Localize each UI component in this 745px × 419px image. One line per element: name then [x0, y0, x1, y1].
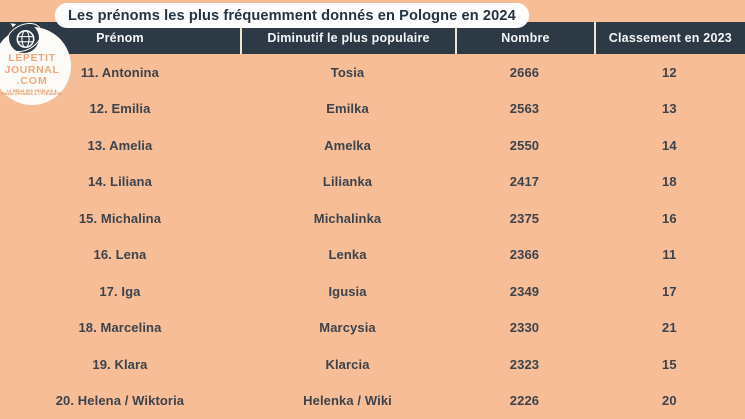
cell-classement: 13	[662, 101, 677, 117]
table-row: 15. Michalina Michalinka 2375 16	[0, 200, 745, 237]
cell-diminutif: Lenka	[328, 247, 367, 263]
cell-prenom: 12. Emilia	[89, 101, 151, 117]
cell-nombre: 2417	[509, 174, 540, 190]
table-row: 11. Antonina Tosia 2666 12	[0, 54, 745, 91]
cell-classement: 12	[662, 64, 677, 80]
table-row: 13. Amelia Amelka 2550 14	[0, 127, 745, 164]
logo-line-com: .COM	[16, 75, 48, 87]
table-row: 16. Lena Lenka 2366 11	[0, 237, 745, 274]
cell-nombre: 2666	[509, 64, 540, 80]
globe-plane-icon	[6, 22, 42, 53]
cell-prenom: 16. Lena	[93, 247, 147, 263]
page-title: Les prénoms les plus fréquemment donnés …	[68, 7, 516, 24]
logo-line-lepetit: LEPETIT	[8, 52, 56, 64]
cell-classement: 21	[662, 320, 677, 336]
cell-prenom: 17. Iga	[99, 283, 141, 299]
logo-tagline: LE MÉDIA DES FRANÇAIS & FRANCOPHONES À L…	[2, 88, 62, 97]
cell-diminutif: Tosia	[330, 64, 365, 80]
cell-prenom: 18. Marcelina	[78, 320, 162, 336]
cell-diminutif: Igusia	[328, 283, 367, 299]
cell-classement: 16	[662, 210, 677, 226]
cell-nombre: 2323	[509, 356, 540, 372]
cell-diminutif: Helenka / Wiki	[303, 393, 392, 409]
table-row: 19. Klara Klarcia 2323 15	[0, 346, 745, 383]
cell-classement: 17	[662, 283, 677, 299]
cell-diminutif: Michalinka	[313, 210, 382, 226]
cell-prenom: 11. Antonina	[80, 64, 159, 80]
cell-diminutif: Emilka	[326, 101, 369, 117]
column-header-prenom: Prénom	[96, 31, 144, 45]
cell-nombre: 2550	[509, 137, 540, 153]
cell-diminutif: Amelka	[324, 137, 371, 153]
title-banner: Les prénoms les plus fréquemment donnés …	[55, 3, 529, 28]
cell-prenom: 13. Amelia	[87, 137, 153, 153]
cell-prenom: 15. Michalina	[78, 210, 162, 226]
cell-classement: 20	[662, 393, 677, 409]
cell-diminutif: Lilianka	[322, 174, 373, 190]
cell-nombre: 2226	[509, 393, 540, 409]
table-row: 18. Marcelina Marcysia 2330 21	[0, 310, 745, 347]
logo-wordmark: LEPETIT JOURNAL .COM LE MÉDIA DES FRANÇA…	[0, 52, 71, 97]
cell-nombre: 2375	[509, 210, 540, 226]
cell-classement: 14	[662, 137, 677, 153]
cell-nombre: 2330	[509, 320, 540, 336]
cell-nombre: 2349	[509, 283, 540, 299]
table-body: 11. Antonina Tosia 2666 12 12. Emilia Emilka 2…	[0, 54, 745, 419]
cell-prenom: 14. Liliana	[87, 174, 152, 190]
table-row: 12. Emilia Emilka 2563 13	[0, 91, 745, 128]
cell-prenom: 20. Helena / Wiktoria	[55, 393, 185, 409]
table-row: 17. Iga Igusia 2349 17	[0, 273, 745, 310]
cell-classement: 18	[662, 174, 677, 190]
column-header-nombre: Nombre	[455, 22, 594, 54]
cell-classement: 11	[662, 247, 677, 263]
cell-prenom: 19. Klara	[92, 356, 148, 372]
cell-nombre: 2366	[509, 247, 540, 263]
cell-diminutif: Klarcia	[325, 356, 370, 372]
logo-line-journal: JOURNAL	[4, 63, 60, 76]
cell-diminutif: Marcysia	[319, 320, 376, 336]
lepetitjournal-logo: LEPETIT JOURNAL .COM LE MÉDIA DES FRANÇA…	[0, 22, 71, 105]
column-header-classement: Classement en 2023	[593, 22, 745, 54]
column-header-diminutif: Diminutif le plus populaire	[239, 22, 455, 54]
table-row: 20. Helena / Wiktoria Helenka / Wiki 2226 2…	[0, 383, 745, 419]
cell-nombre: 2563	[509, 101, 540, 117]
cell-classement: 15	[662, 356, 677, 372]
table-row: 14. Liliana Lilianka 2417 18	[0, 164, 745, 201]
